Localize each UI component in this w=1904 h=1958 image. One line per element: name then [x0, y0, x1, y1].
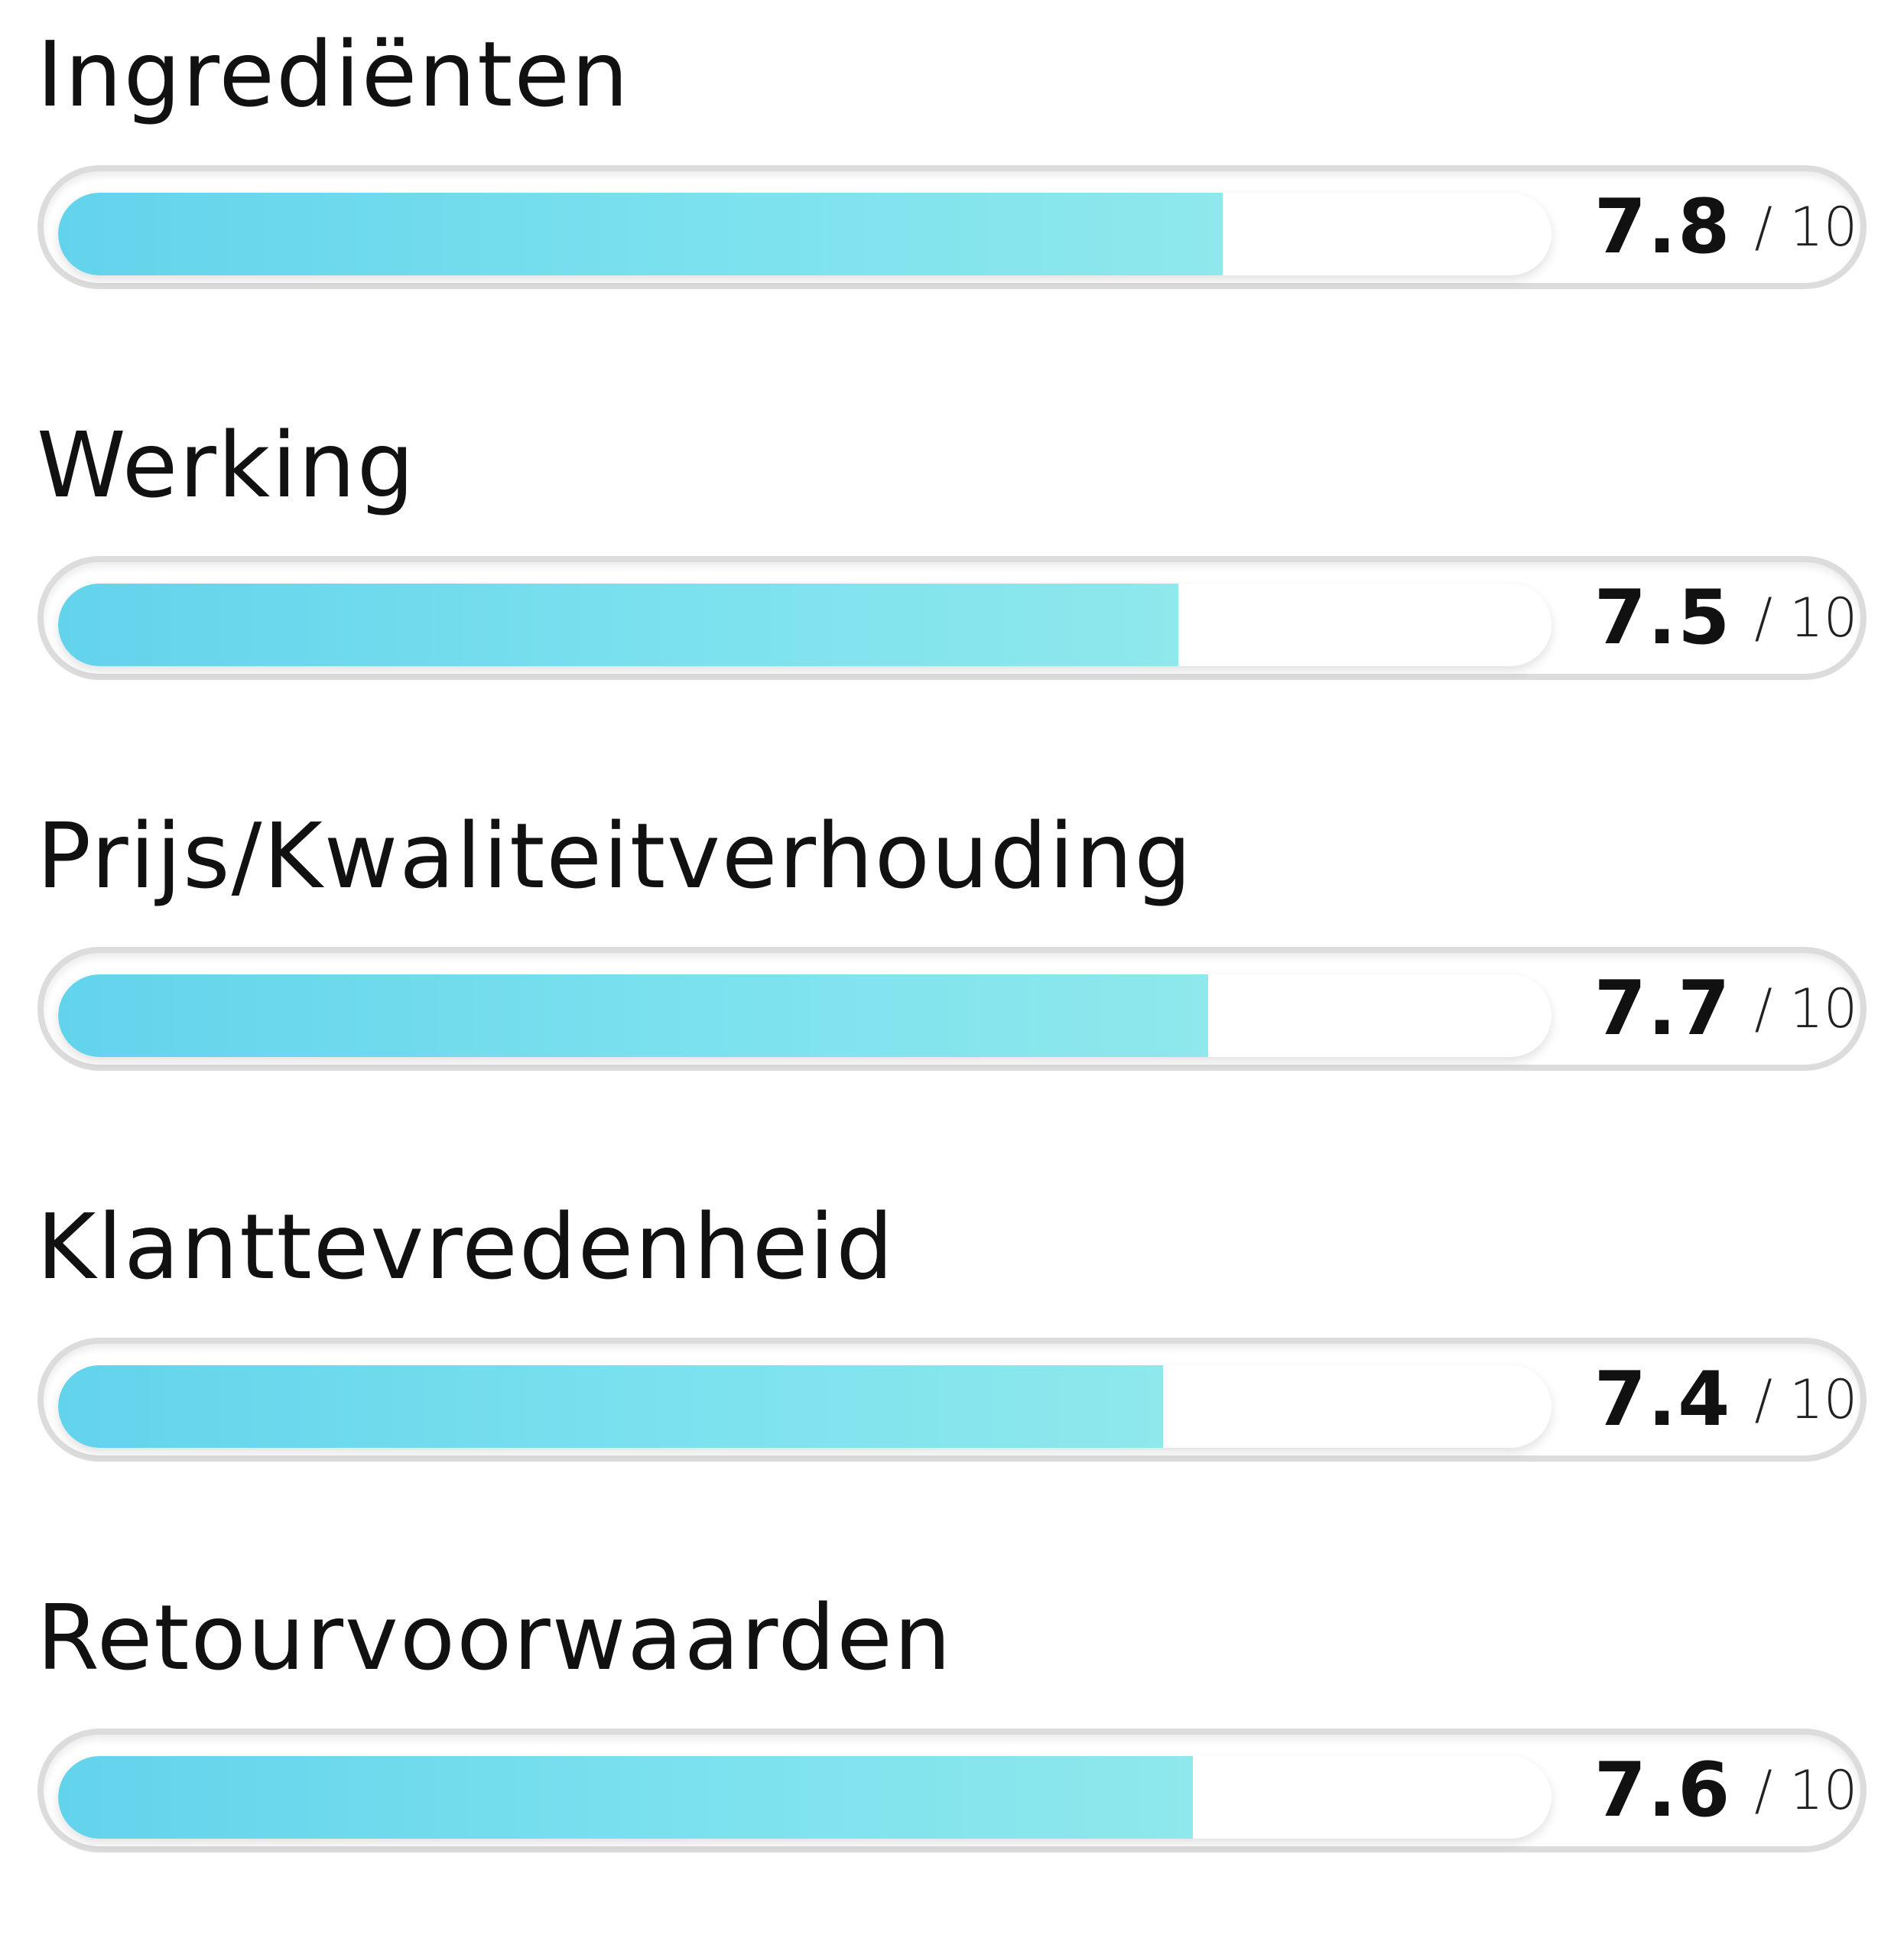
rating-row: Ingrediënten 7.8 / 10: [0, 0, 1904, 391]
rating-bar-track: [58, 1365, 1551, 1448]
rating-value: 7.5: [1594, 574, 1732, 662]
rating-score: 7.4 / 10: [1588, 1344, 1863, 1455]
rating-bar-fill: [58, 193, 1223, 275]
rating-score: 7.5 / 10: [1588, 562, 1863, 674]
rating-max: / 10: [1754, 977, 1858, 1040]
rating-bar-track: [58, 584, 1551, 666]
rating-label: Werking: [37, 412, 416, 518]
rating-score: 7.8 / 10: [1588, 171, 1863, 283]
rating-bar: 7.7 / 10: [37, 947, 1867, 1071]
rating-bar-fill: [58, 974, 1208, 1057]
rating-row: Klanttevredenheid 7.4 / 10: [0, 1173, 1904, 1563]
rating-bar-track: [58, 193, 1551, 275]
rating-value: 7.7: [1594, 965, 1732, 1052]
rating-row: Prijs/Kwaliteitverhouding 7.7 / 10: [0, 782, 1904, 1173]
rating-bar-fill: [58, 1365, 1164, 1448]
rating-score: 7.6 / 10: [1588, 1735, 1863, 1846]
rating-label: Prijs/Kwaliteitverhouding: [37, 803, 1194, 909]
rating-bar: 7.8 / 10: [37, 165, 1867, 289]
rating-bar: 7.5 / 10: [37, 556, 1867, 680]
rating-max: / 10: [1754, 587, 1858, 649]
rating-row: Retourvoorwaarden 7.6 / 10: [0, 1563, 1904, 1954]
rating-value: 7.4: [1594, 1356, 1732, 1443]
rating-bar: 7.6 / 10: [37, 1729, 1867, 1852]
rating-label: Klanttevredenheid: [37, 1194, 895, 1299]
rating-label: Retourvoorwaarden: [37, 1585, 953, 1690]
rating-bar-fill: [58, 584, 1178, 666]
rating-max: / 10: [1754, 1759, 1858, 1822]
rating-max: / 10: [1754, 1368, 1858, 1431]
rating-value: 7.6: [1594, 1747, 1732, 1834]
rating-value: 7.8: [1594, 184, 1732, 271]
rating-max: / 10: [1754, 196, 1858, 259]
rating-bar-track: [58, 974, 1551, 1057]
rating-row: Werking 7.5 / 10: [0, 391, 1904, 782]
rating-bar-fill: [58, 1756, 1194, 1839]
rating-bar-track: [58, 1756, 1551, 1839]
rating-score: 7.7 / 10: [1588, 953, 1863, 1065]
rating-bar: 7.4 / 10: [37, 1338, 1867, 1462]
rating-label: Ingrediënten: [37, 21, 630, 127]
